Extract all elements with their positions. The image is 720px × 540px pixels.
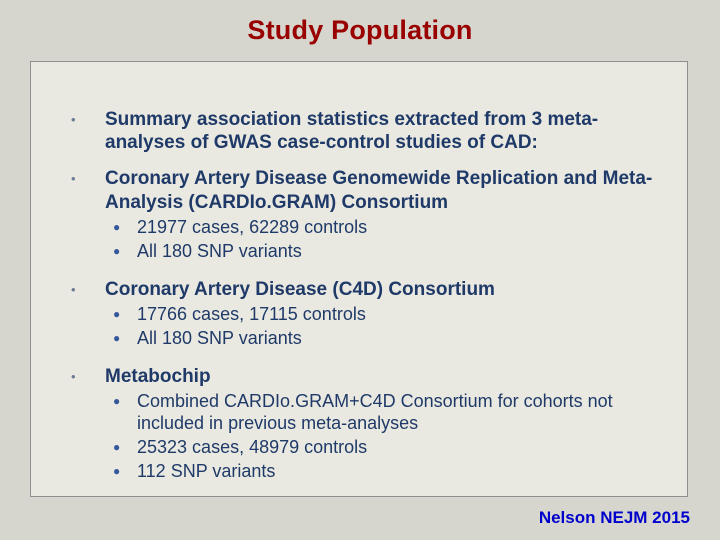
sub-bullet-icon: ●	[113, 306, 121, 321]
bullet-text: Metabochip	[105, 365, 211, 387]
bullet-icon: •	[71, 171, 76, 187]
sub-bullet-item: ● 17766 cases, 17115 controls	[105, 304, 659, 326]
bullet-icon: •	[71, 368, 76, 384]
bullet-item-summary: • Summary association statistics extract…	[71, 108, 659, 154]
bullet-body: Metabochip ● Combined CARDIo.GRAM+C4D Co…	[105, 365, 659, 485]
sub-bullet-text: 112 SNP variants	[137, 460, 276, 481]
sub-bullet-icon: ●	[113, 463, 121, 478]
sub-bullet-list: ● Combined CARDIo.GRAM+C4D Consortium fo…	[105, 391, 659, 483]
bullet-icon: •	[71, 281, 76, 297]
bullet-text: Coronary Artery Disease (C4D) Consortium	[105, 278, 495, 300]
sub-bullet-list: ● 17766 cases, 17115 controls ● All 180 …	[105, 304, 659, 350]
content-box: • Summary association statistics extract…	[30, 61, 688, 497]
bullet-item-c4d: • Coronary Artery Disease (C4D) Consorti…	[71, 278, 659, 352]
sub-bullet-text: 17766 cases, 17115 controls	[137, 303, 366, 324]
sub-bullet-text: All 180 SNP variants	[137, 240, 302, 261]
sub-bullet-icon: ●	[113, 243, 121, 258]
sub-bullet-item: ● Combined CARDIo.GRAM+C4D Consortium fo…	[105, 391, 659, 435]
sub-bullet-icon: ●	[113, 219, 121, 234]
sub-bullet-icon: ●	[113, 439, 121, 454]
sub-bullet-text: 25323 cases, 48979 controls	[137, 436, 368, 457]
bullet-icon: •	[71, 112, 76, 127]
bullet-body: Coronary Artery Disease Genomewide Repli…	[105, 167, 659, 264]
sub-bullet-item: ● 21977 cases, 62289 controls	[105, 217, 659, 239]
sub-bullet-text: Combined CARDIo.GRAM+C4D Consortium for …	[137, 390, 613, 433]
bullet-text: Coronary Artery Disease Genomewide Repli…	[105, 168, 653, 213]
bullet-item-cardiogram: • Coronary Artery Disease Genomewide Rep…	[71, 167, 659, 264]
sub-bullet-text: All 180 SNP variants	[137, 327, 302, 348]
sub-bullet-item: ● 112 SNP variants	[105, 461, 659, 483]
bullet-item-metabochip: • Metabochip ● Combined CARDIo.GRAM+C4D …	[71, 365, 659, 485]
sub-bullet-list: ● 21977 cases, 62289 controls ● All 180 …	[105, 217, 659, 263]
sub-bullet-icon: ●	[113, 330, 121, 345]
citation-text: Nelson NEJM 2015	[538, 508, 690, 527]
sub-bullet-icon: ●	[113, 393, 121, 408]
bullet-text: Summary association statistics extracted…	[105, 109, 599, 154]
bullet-body: Summary association statistics extracted…	[105, 108, 659, 154]
sub-bullet-item: ● All 180 SNP variants	[105, 241, 659, 263]
bullet-body: Coronary Artery Disease (C4D) Consortium…	[105, 278, 659, 352]
slide-title: Study Population	[247, 15, 473, 45]
sub-bullet-item: ● All 180 SNP variants	[105, 328, 659, 350]
sub-bullet-item: ● 25323 cases, 48979 controls	[105, 437, 659, 459]
sub-bullet-text: 21977 cases, 62289 controls	[137, 216, 368, 237]
